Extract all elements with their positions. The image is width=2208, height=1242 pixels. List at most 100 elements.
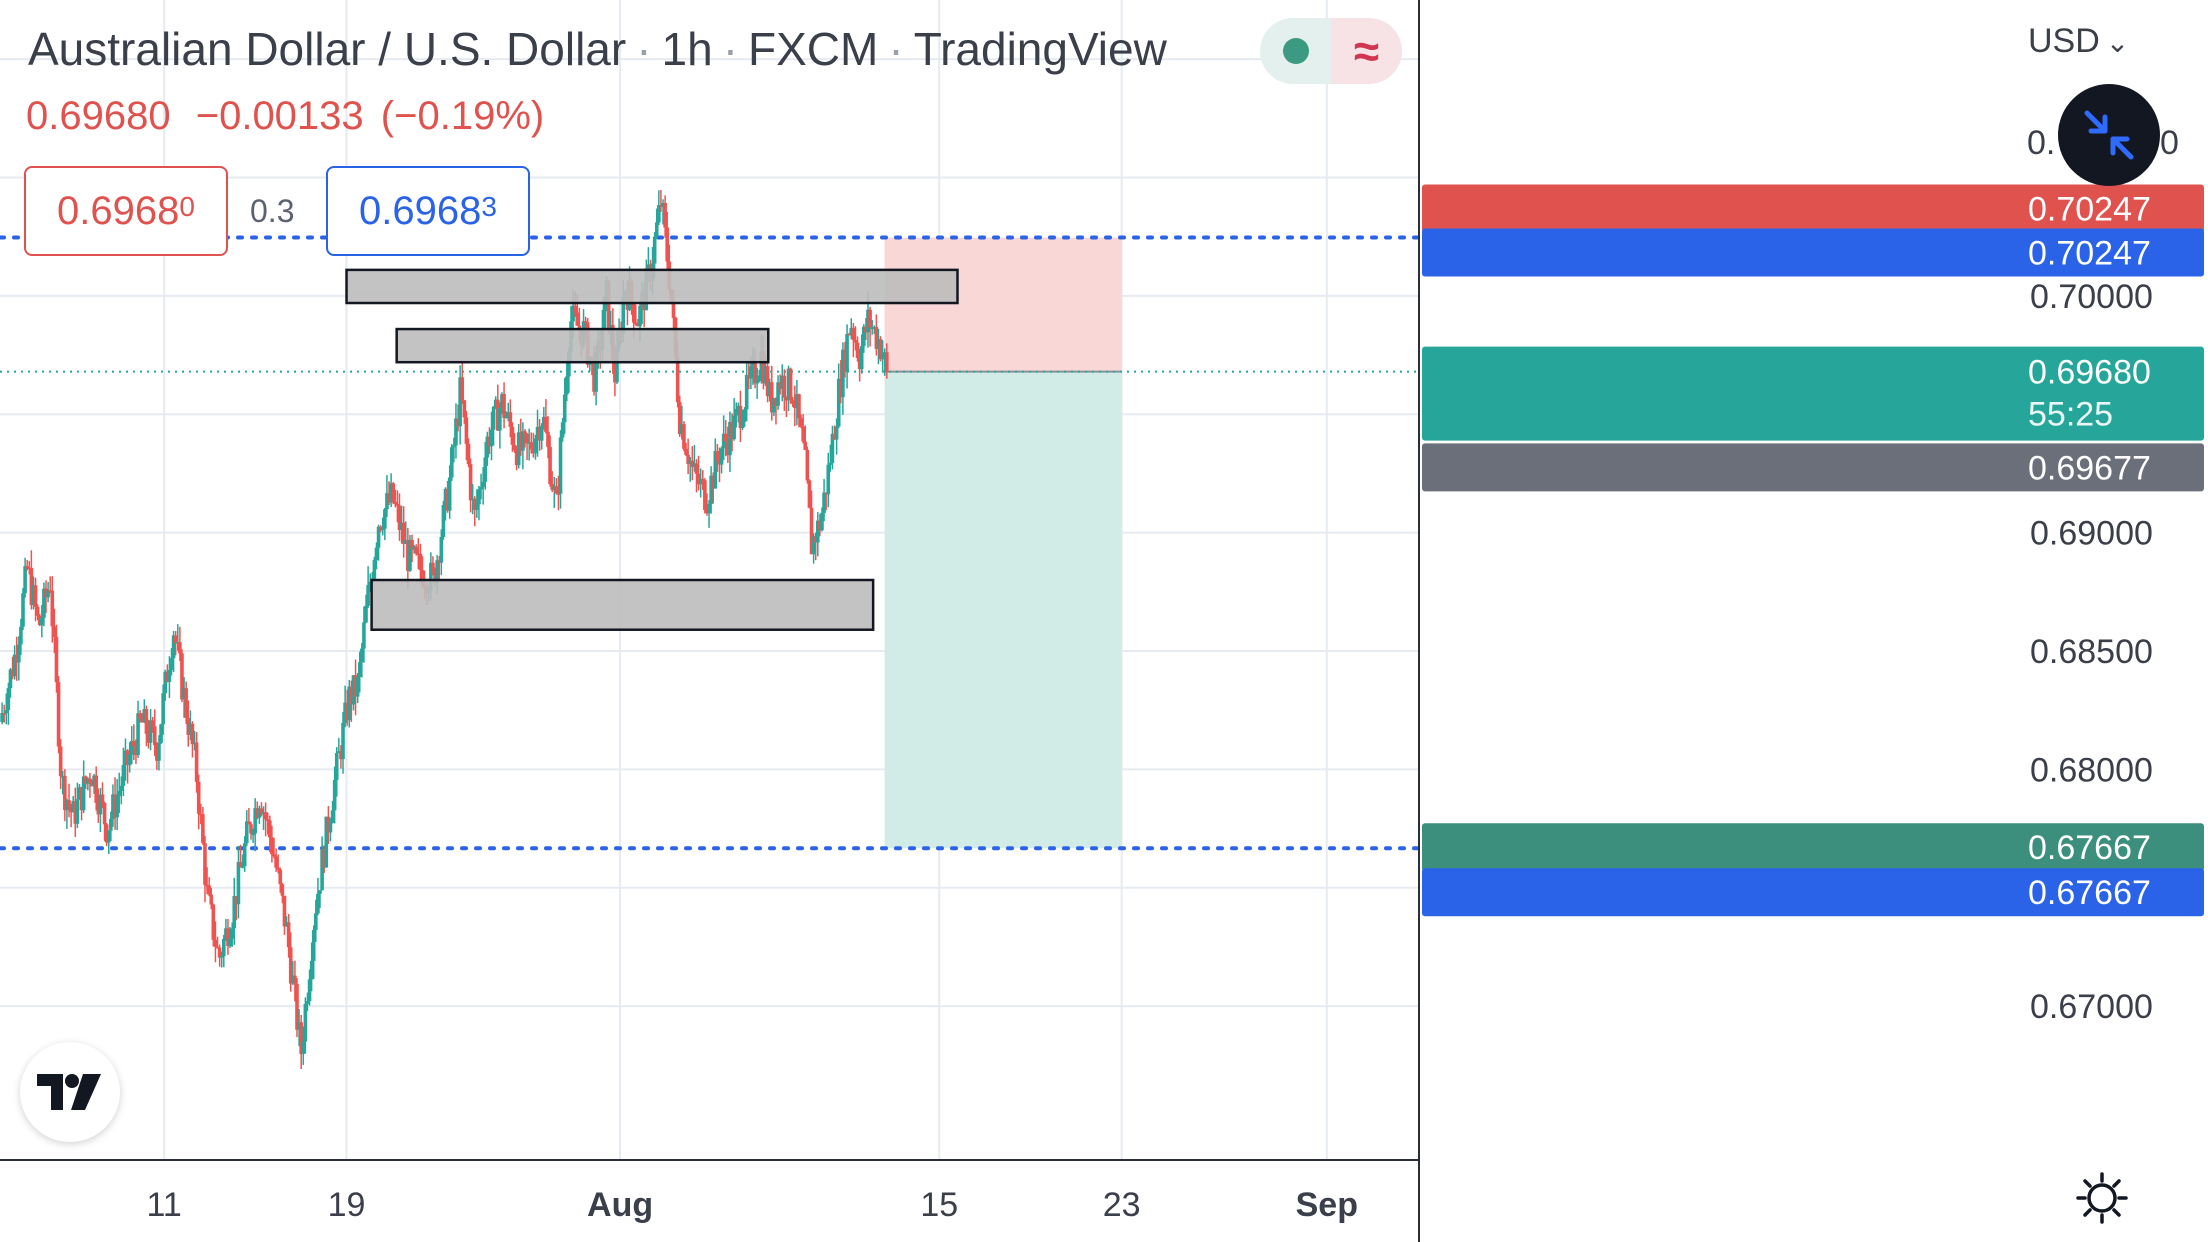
candle-body <box>786 368 791 401</box>
candle-body <box>385 493 389 510</box>
candle-body <box>435 560 439 584</box>
candle-body <box>493 399 498 407</box>
candle-body <box>148 720 153 743</box>
candle-body <box>90 782 94 787</box>
candle-body <box>853 339 858 343</box>
bar-countdown-label: 55:25 <box>2028 396 2113 434</box>
candle-body <box>441 504 446 537</box>
candle-body <box>820 512 824 531</box>
candle-body <box>334 752 339 780</box>
candle-body <box>548 446 552 485</box>
buy-button[interactable]: 0.6968 3 <box>326 166 530 256</box>
candle-body <box>792 403 797 408</box>
candle-body <box>516 432 521 466</box>
candle-body <box>744 375 749 410</box>
candle-body <box>460 377 465 401</box>
candle-body <box>157 742 161 761</box>
candle-body <box>23 566 27 594</box>
candle-body <box>314 913 318 931</box>
candle-body <box>253 808 257 834</box>
candle-body <box>527 442 531 444</box>
candle-body <box>111 794 115 819</box>
candle-body <box>711 475 716 489</box>
candle-body <box>245 821 249 844</box>
settings-gear-icon[interactable] <box>2076 1172 2128 1224</box>
candle-body <box>182 688 186 700</box>
candle-body <box>58 746 63 777</box>
candle-body <box>320 848 324 891</box>
candle-body <box>680 424 684 435</box>
candle-body <box>544 416 548 432</box>
candle-body <box>418 553 423 571</box>
candle-body <box>498 407 502 431</box>
candle-body <box>556 493 561 495</box>
candle-body <box>866 309 870 333</box>
candle-body <box>42 588 46 618</box>
bid-pipette: 0 <box>179 191 195 222</box>
candle-body <box>703 480 707 510</box>
candle-body <box>738 405 743 428</box>
candle-body <box>862 326 866 347</box>
candle-body <box>46 590 50 598</box>
candle-body <box>763 366 768 384</box>
candle-body <box>324 816 329 868</box>
candle-body <box>293 975 297 984</box>
candle-body <box>282 895 287 927</box>
last-price-tag <box>1422 346 2204 441</box>
candle-body <box>755 381 759 384</box>
sell-button[interactable]: 0.6968 0 <box>24 166 228 256</box>
candle-body <box>485 436 490 458</box>
symbol-title[interactable]: Australian Dollar / U.S. Dollar · 1h · FXCM ·… <box>28 22 1167 76</box>
candle-body <box>801 426 805 442</box>
candle-body <box>291 975 295 984</box>
candle-body <box>818 520 822 531</box>
candle-body <box>631 303 636 323</box>
candle-body <box>813 536 818 543</box>
candle-body <box>257 808 262 818</box>
candle-body <box>686 454 690 465</box>
candle-body <box>529 442 534 450</box>
interval-label: 1h <box>661 23 713 75</box>
candle-body <box>700 479 705 481</box>
candle-body <box>805 449 810 481</box>
candle-body <box>803 441 808 450</box>
candle-body <box>54 636 59 683</box>
candle-body <box>211 904 216 940</box>
candle-body <box>772 398 776 413</box>
candle-body <box>194 742 199 782</box>
candle-body <box>374 547 379 560</box>
candle-body <box>809 507 814 555</box>
candle-body <box>834 426 839 440</box>
candle-body <box>531 449 536 454</box>
candle-body <box>215 946 220 949</box>
candle-body <box>383 509 387 529</box>
candle-body <box>60 775 65 778</box>
collapse-fullscreen-button[interactable] <box>2058 84 2160 186</box>
candle-body <box>506 412 511 417</box>
candle-body <box>537 426 542 441</box>
candle-body <box>121 764 126 786</box>
obscured-axis-label-right: 0 <box>2160 124 2179 162</box>
candle-body <box>326 816 331 833</box>
candle-body <box>238 862 243 868</box>
candle-body <box>707 503 711 514</box>
candle-body <box>44 588 48 598</box>
currency-selector[interactable]: USD ⌄ <box>2028 22 2129 61</box>
short-position-tool <box>884 237 1122 849</box>
collapse-arrows-icon <box>2084 110 2134 160</box>
candle-body <box>165 671 170 682</box>
candle-body <box>205 884 209 887</box>
market-status-pill[interactable]: ≈ <box>1260 18 1402 84</box>
candle-body <box>63 775 67 811</box>
candle-body <box>876 339 881 349</box>
tradingview-logo[interactable] <box>20 1042 120 1142</box>
candle-body <box>575 312 580 326</box>
candle-body <box>565 376 569 395</box>
candle-body <box>295 983 299 1030</box>
candle-body <box>512 444 517 451</box>
candle-body <box>447 477 452 511</box>
candle-body <box>885 352 889 372</box>
spread-value: 0.3 <box>250 193 295 229</box>
candle-body <box>567 352 571 377</box>
